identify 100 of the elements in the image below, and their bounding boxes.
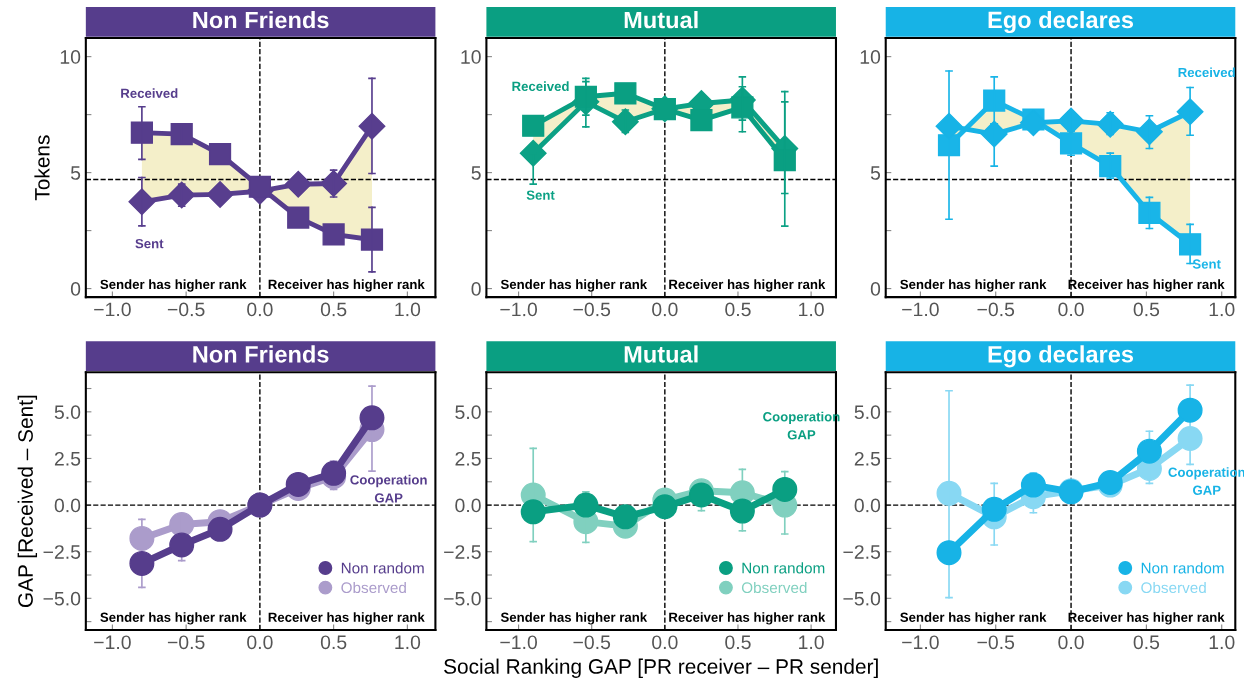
x-tick-label: 0.0	[652, 302, 678, 317]
y-tick-label: 10	[860, 50, 881, 64]
point	[652, 494, 678, 520]
point	[284, 170, 312, 198]
x-tick-label: −1.0	[902, 635, 939, 650]
series-label: Sent	[1192, 259, 1221, 269]
legend-label: Observed	[341, 581, 406, 594]
chart-title: Mutual	[624, 11, 698, 29]
point	[248, 175, 271, 198]
point	[981, 496, 1007, 522]
x-tick-label: −1.0	[500, 635, 538, 650]
y-tick-label: 0.0	[54, 498, 81, 513]
annotation: Sender has higher rank	[500, 612, 648, 625]
point	[520, 499, 546, 525]
point	[772, 476, 798, 502]
y-tick-label: −2.5	[843, 545, 881, 559]
annotation: Receiver has higher rank	[669, 279, 826, 292]
x-tick-label: −0.5	[573, 302, 611, 317]
x-tick-label: 0.0	[247, 302, 273, 317]
x-tick-label: 1.0	[1209, 302, 1235, 317]
point	[359, 405, 385, 431]
y-tick-label: 2.5	[854, 451, 881, 466]
y-tick-label: 5.0	[854, 405, 881, 420]
x-tick-label: −0.5	[167, 302, 205, 317]
series-label: Received	[512, 81, 569, 92]
chart-title: Non Friends	[193, 11, 329, 29]
point	[614, 82, 637, 105]
point	[322, 223, 345, 246]
y-tick-label: 5	[471, 166, 481, 180]
point	[1138, 201, 1161, 225]
x-tick-label: −1.0	[94, 302, 131, 317]
chart-title: Ego declares	[988, 345, 1134, 368]
x-tick-label: 0.5	[320, 635, 347, 650]
x-tick-label: 0.5	[725, 302, 751, 317]
point	[936, 540, 962, 566]
x-tick-label: 0.0	[652, 635, 678, 650]
point	[522, 114, 545, 137]
x-axis-title: Social Ranking GAP [PR receiver – PR sender]	[444, 658, 878, 678]
annotation: Receiver has higher rank	[1068, 612, 1225, 625]
legend-label: Observed	[741, 581, 807, 594]
y-tick-label: 0	[870, 282, 881, 296]
series-label: Sent	[526, 190, 555, 200]
x-tick-label: 0.5	[1133, 302, 1160, 317]
series-label: Received	[121, 88, 178, 98]
x-tick-label: 0.5	[725, 635, 751, 650]
x-tick-label: 0.5	[320, 302, 347, 317]
y-tick-label: 0	[471, 282, 481, 296]
legend-label: Non random	[1141, 562, 1224, 574]
y-tick-label: 2.5	[54, 451, 81, 466]
y-axis-title: GAP [Received – Sent]	[17, 395, 38, 608]
point	[206, 180, 234, 208]
y-tick-label: −5.0	[843, 591, 881, 606]
point	[1136, 438, 1162, 464]
x-tick-label: −1.0	[500, 302, 538, 317]
legend-label: Non random	[742, 562, 825, 574]
x-tick-label: 1.0	[395, 635, 421, 650]
point	[731, 96, 754, 119]
y-axis-title: Tokens	[34, 135, 50, 201]
point	[1177, 397, 1203, 423]
point	[129, 525, 155, 551]
point	[729, 498, 755, 524]
x-tick-label: −1.0	[902, 302, 939, 317]
annotation: Receiver has higher rank	[669, 612, 826, 625]
point	[287, 206, 310, 229]
x-tick-label: 0.0	[1058, 635, 1084, 650]
point	[573, 492, 599, 518]
point	[320, 170, 348, 197]
y-tick-label: 10	[60, 50, 81, 64]
y-tick-label: −5.0	[43, 591, 81, 606]
x-tick-label: −0.5	[167, 635, 205, 650]
x-tick-label: 0.0	[1058, 302, 1084, 317]
y-tick-label: 5.0	[455, 405, 481, 420]
y-tick-label: 2.5	[455, 451, 481, 466]
annotation: Sender has higher rank	[500, 279, 648, 292]
point	[690, 109, 713, 132]
annotation: Receiver has higher rank	[1068, 279, 1225, 292]
x-tick-label: −1.0	[94, 635, 131, 650]
y-tick-label: −5.0	[444, 591, 481, 606]
annotation: Cooperation GAP	[350, 474, 427, 503]
x-tick-label: 0.0	[247, 635, 273, 650]
point	[207, 516, 233, 542]
annotation: Sender has higher rank	[100, 279, 247, 292]
chart-title: Non Friends	[193, 345, 329, 363]
series-label: Sent	[135, 238, 164, 249]
y-tick-label: 5	[870, 166, 881, 180]
x-tick-label: 1.0	[799, 302, 824, 317]
x-tick-label: 1.0	[1209, 635, 1235, 650]
point	[1020, 472, 1046, 498]
point	[612, 504, 638, 530]
point	[169, 532, 195, 558]
y-tick-label: 5	[70, 166, 81, 180]
annotation: Sender has higher rank	[100, 612, 247, 625]
point	[519, 139, 547, 167]
point	[611, 108, 639, 136]
x-tick-label: −0.5	[977, 302, 1015, 317]
y-tick-label: −2.5	[43, 545, 81, 559]
point	[1135, 118, 1163, 146]
y-tick-label: 0.0	[455, 498, 481, 513]
y-tick-label: 5.0	[54, 405, 81, 420]
point	[208, 142, 232, 166]
